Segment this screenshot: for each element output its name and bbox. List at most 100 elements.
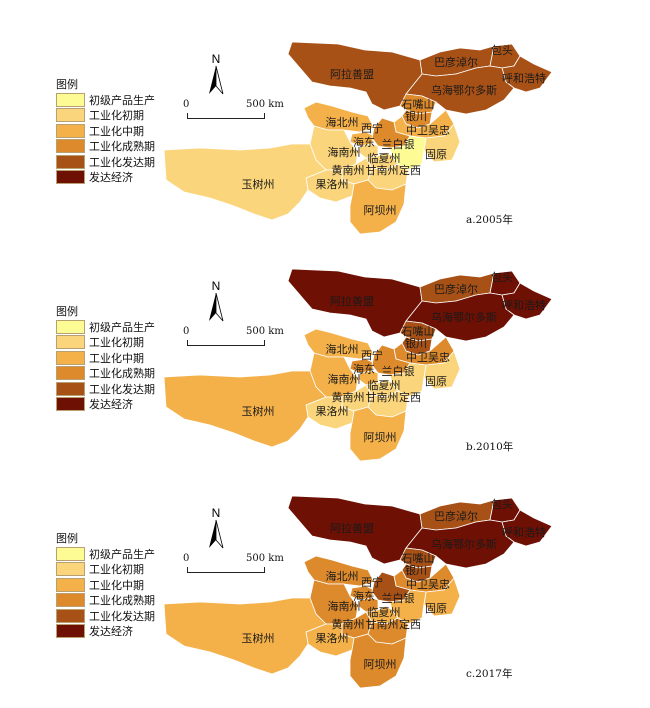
legend-label: 工业化初期 [89, 109, 144, 123]
legend-label: 工业化中期 [89, 351, 144, 365]
legend-swatch [56, 546, 85, 561]
legend-item: 初级产品生产 [56, 319, 155, 335]
map-panel-1: 图例 初级产品生产 工业化初期 工业化中期 工业化成熟期 工业化发达期 发达经济 N 0 … [0, 0, 650, 236]
legend-item: 初级产品生产 [56, 546, 155, 562]
region-guyuan [423, 350, 461, 390]
region-label: 西宁 [361, 121, 383, 135]
legend-swatch [56, 139, 85, 154]
legend-title: 图例 [56, 78, 78, 91]
legend-label: 初级产品生产 [89, 320, 155, 334]
region-label: 乌海鄂尔多斯 [431, 310, 497, 324]
legend-item: 工业化初期 [56, 108, 155, 124]
region-label: 果洛州 [316, 177, 349, 191]
legend-title: 图例 [56, 305, 78, 318]
scale-distance: 500 km [246, 553, 284, 564]
region-label: 中卫吴忠 [406, 578, 450, 591]
legend-items: 初级产品生产 工业化初期 工业化中期 工业化成熟期 工业化发达期 发达经济 [56, 92, 155, 185]
legend: 图例 初级产品生产 工业化初期 工业化中期 工业化成熟期 工业化发达期 发达经济 [56, 305, 155, 412]
panel-caption: a.2005年 [466, 214, 513, 226]
region-label: 海南州 [328, 145, 361, 159]
legend-swatch [56, 608, 85, 623]
region-label: 兰白银 [382, 364, 415, 378]
region-label: 海北州 [326, 342, 359, 356]
legend-items: 初级产品生产 工业化初期 工业化中期 工业化成熟期 工业化发达期 发达经济 [56, 319, 155, 412]
legend-swatch [56, 335, 85, 350]
legend-swatch [56, 108, 85, 123]
legend-swatch [56, 593, 85, 608]
region-label: 临夏州 [368, 605, 401, 619]
scale-distance: 500 km [246, 99, 284, 110]
region-label: 呼和浩特 [502, 298, 546, 312]
region-aba [349, 406, 407, 462]
region-label: 定西 [399, 617, 421, 631]
region-aba [349, 179, 407, 235]
legend-item: 工业化发达期 [56, 381, 155, 397]
scale-distance: 500 km [246, 326, 284, 337]
region-label: 阿拉善盟 [330, 294, 374, 308]
region-alashan [287, 495, 423, 565]
north-label: N [212, 279, 221, 293]
region-yushu [163, 370, 327, 448]
scale-zero: 0 [183, 553, 190, 564]
region-aba [349, 633, 407, 689]
legend-item: 发达经济 [56, 170, 155, 186]
legend-swatch [56, 92, 85, 107]
legend-swatch [56, 154, 85, 169]
region-label: 包头 [491, 498, 513, 511]
map-panel-2: 图例 初级产品生产 工业化初期 工业化中期 工业化成熟期 工业化发达期 发达经济 N 0 … [0, 227, 650, 463]
region-yushu [163, 597, 327, 675]
legend-item: 工业化中期 [56, 123, 155, 139]
panel-caption: c.2017年 [466, 668, 513, 680]
region-label: 乌海鄂尔多斯 [431, 83, 497, 97]
legend-label: 工业化初期 [89, 563, 144, 577]
legend-item: 工业化中期 [56, 577, 155, 593]
legend-swatch [56, 170, 85, 185]
region-label: 阿拉善盟 [330, 67, 374, 81]
region-label: 包头 [491, 271, 513, 284]
north-arrow-icon: N [209, 506, 224, 549]
region-label: 银川 [405, 563, 427, 577]
region-label: 固原 [425, 375, 447, 388]
legend-item: 发达经济 [56, 397, 155, 413]
region-label: 石嘴山 [402, 325, 435, 338]
region-yushu [163, 143, 327, 221]
region-label: 临夏州 [368, 151, 401, 165]
region-label: 巴彦淖尔 [434, 282, 478, 296]
region-label: 兰白银 [382, 137, 415, 151]
legend-item: 工业化成熟期 [56, 593, 155, 609]
region-label: 兰白银 [382, 591, 415, 605]
scale-line [187, 113, 265, 119]
region-label: 银川 [405, 109, 427, 123]
legend-label: 初级产品生产 [89, 547, 155, 561]
legend-item: 工业化中期 [56, 350, 155, 366]
region-alashan [287, 268, 423, 338]
scale-bar: 0 500 km [183, 99, 284, 129]
legend-item: 工业化成熟期 [56, 366, 155, 382]
region-label: 定西 [399, 163, 421, 177]
scale-zero: 0 [183, 99, 190, 110]
region-label: 中卫吴忠 [406, 124, 450, 137]
region-guyuan [423, 123, 461, 163]
region-label: 阿坝州 [364, 203, 397, 217]
region-guyuan [423, 577, 461, 617]
region-label: 定西 [399, 390, 421, 404]
legend-label: 工业化发达期 [89, 609, 155, 623]
region-label: 果洛州 [316, 631, 349, 645]
legend-label: 工业化成熟期 [89, 367, 155, 381]
region-map: 阿拉善盟 巴彦淖尔 包头 呼和浩特 乌海鄂尔多斯 石嘴山 银川 海北州 西宁 中… [163, 268, 553, 462]
scale-line [187, 340, 265, 346]
region-label: 阿坝州 [364, 657, 397, 671]
legend: 图例 初级产品生产 工业化初期 工业化中期 工业化成熟期 工业化发达期 发达经济 [56, 78, 155, 185]
region-label: 海北州 [326, 115, 359, 129]
legend-label: 工业化中期 [89, 124, 144, 138]
region-label: 海东 [353, 135, 375, 149]
legend-swatch [56, 397, 85, 412]
legend-swatch [56, 366, 85, 381]
scale-line [187, 567, 265, 573]
legend-label: 发达经济 [89, 625, 133, 639]
region-haibei [303, 328, 375, 360]
region-label: 海南州 [328, 599, 361, 613]
region-label: 中卫吴忠 [406, 351, 450, 364]
region-label: 甘南州 [366, 164, 399, 177]
legend-swatch [56, 319, 85, 334]
